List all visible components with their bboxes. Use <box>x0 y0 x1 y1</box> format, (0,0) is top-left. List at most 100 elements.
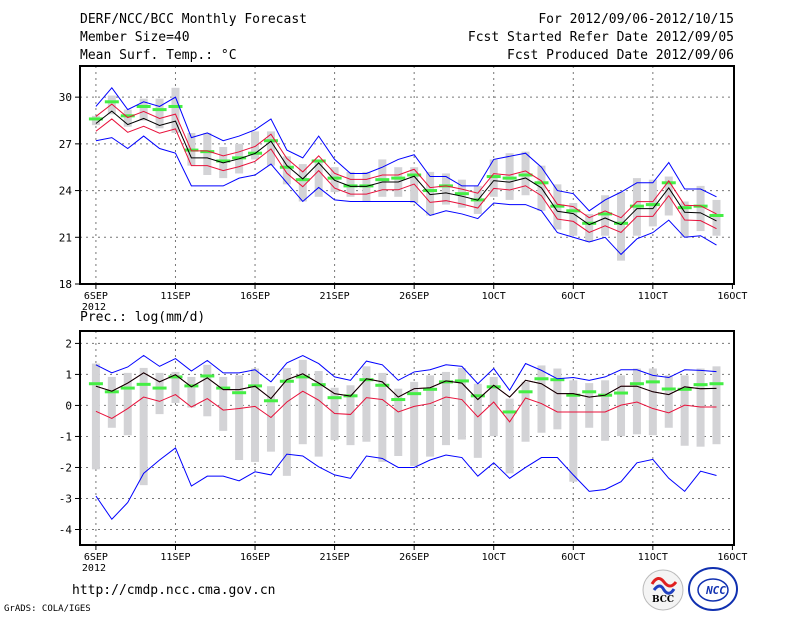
ensemble-range-bar <box>680 375 689 446</box>
ensemble-range-bar <box>441 173 450 205</box>
observed-value-mark <box>629 382 644 386</box>
variable-label: Mean Surf. Temp.: °C <box>80 48 237 63</box>
ensemble-range-bar <box>203 132 212 175</box>
observed-value-mark <box>295 375 310 379</box>
observed-value-mark <box>423 189 438 193</box>
ensemble-range-bar <box>585 383 594 428</box>
observed-value-mark <box>534 181 549 185</box>
ensemble-range-bar <box>505 153 514 200</box>
ensemble-range-bar <box>648 368 657 436</box>
ensemble-range-bar <box>585 213 594 242</box>
ensemble-range-bar <box>537 365 546 433</box>
y-tick-label: 18 <box>59 278 72 291</box>
observed-value-mark <box>709 213 724 217</box>
y-tick-label: 0 <box>65 399 72 412</box>
x-tick-label: 6SEP <box>84 552 108 563</box>
ensemble-range-bar <box>251 368 260 462</box>
observed-value-mark <box>454 192 469 196</box>
ensemble-range-bar <box>219 376 228 431</box>
observed-value-mark <box>629 204 644 208</box>
observed-value-mark <box>470 394 485 398</box>
ensemble-range-bar <box>410 167 419 204</box>
observed-value-mark <box>614 391 629 395</box>
observed-value-mark <box>120 114 135 118</box>
observed-value-mark <box>104 100 119 104</box>
observed-value-mark <box>311 159 326 163</box>
x-year-label: 2012 <box>82 302 106 313</box>
observed-value-mark <box>582 221 597 225</box>
observed-value-mark <box>550 204 565 208</box>
ensemble-range-bar <box>394 388 403 456</box>
observed-value-mark <box>438 380 453 384</box>
observed-value-mark <box>263 399 278 403</box>
x-tick-label: 11SEP <box>160 552 190 563</box>
ensemble-range-bar <box>203 364 212 417</box>
ensemble-range-bar <box>314 371 323 457</box>
ensemble-range-bar <box>473 383 482 458</box>
ensemble-range-bar <box>601 380 610 441</box>
observed-value-mark <box>518 173 533 177</box>
x-tick-label: 21SEP <box>320 291 350 302</box>
observed-value-mark <box>661 181 676 185</box>
y-tick-label: 1 <box>65 368 72 381</box>
ensemble-range-bar <box>91 115 100 126</box>
ensemble-range-bar <box>617 375 626 437</box>
ensemble-range-bar <box>648 179 657 227</box>
observed-value-mark <box>279 165 294 169</box>
ensemble-range-bar <box>664 375 673 428</box>
x-tick-label: 6OCT <box>561 291 585 302</box>
observed-value-mark <box>518 390 533 394</box>
observed-value-mark <box>168 375 183 379</box>
observed-value-mark <box>502 410 517 414</box>
x-tick-label: 16SEP <box>240 552 270 563</box>
ensemble-range-bar <box>91 363 100 470</box>
ensemble-range-bar <box>426 375 435 457</box>
ensemble-range-bar <box>410 381 419 466</box>
observed-value-mark <box>407 392 422 396</box>
plot-frame <box>79 65 735 285</box>
ensemble-range-bar <box>696 368 705 447</box>
observed-value-mark <box>311 383 326 387</box>
observed-value-mark <box>232 391 247 395</box>
ensemble-range-bar <box>362 366 371 442</box>
observed-value-mark <box>391 398 406 402</box>
observed-value-mark <box>136 382 151 386</box>
observed-value-mark <box>502 176 517 180</box>
observed-value-mark <box>200 374 215 378</box>
observed-value-mark <box>216 159 231 163</box>
ensemble-mean-line <box>95 110 717 226</box>
y-tick-label: -3 <box>59 492 72 505</box>
precip-title: Prec.: log(mm/d) <box>80 310 206 325</box>
observed-value-mark <box>407 173 422 177</box>
observed-value-mark <box>375 383 390 387</box>
ensemble-range-bar <box>346 385 355 446</box>
ensemble-range-bar <box>282 367 291 476</box>
x-tick-label: 6SEP <box>84 291 108 302</box>
ensemble-range-bar <box>155 98 164 129</box>
ensemble-range-bar <box>266 386 275 452</box>
x-tick-label: 26SEP <box>399 552 429 563</box>
ensemble-range-bar <box>553 368 562 430</box>
observed-value-mark <box>279 379 294 383</box>
observed-value-mark <box>136 104 151 108</box>
ncc-logo-text: NCC <box>705 584 726 597</box>
ensemble-range-bar <box>569 380 578 482</box>
x-tick-label: 11OCT <box>638 291 668 302</box>
y-tick-label: -1 <box>59 430 72 443</box>
ensemble-range-bar <box>457 367 466 440</box>
ensemble-range-bar <box>171 87 180 133</box>
ensemble-range-bar <box>123 372 132 436</box>
ensemble-range-bar <box>696 185 705 232</box>
observed-value-mark <box>454 379 469 383</box>
x-tick-label: 6OCT <box>561 552 585 563</box>
ensemble-range-bar <box>601 195 610 236</box>
observed-value-mark <box>423 387 438 391</box>
observed-value-mark <box>486 385 501 389</box>
footer-url[interactable]: http://cmdp.ncc.cma.gov.cn <box>72 583 276 598</box>
observed-value-mark <box>216 386 231 390</box>
y-tick-label: 2 <box>65 337 72 350</box>
x-tick-label: 1OCT <box>482 552 506 563</box>
y-tick-label: 30 <box>59 91 72 104</box>
plot-frame <box>79 330 735 546</box>
